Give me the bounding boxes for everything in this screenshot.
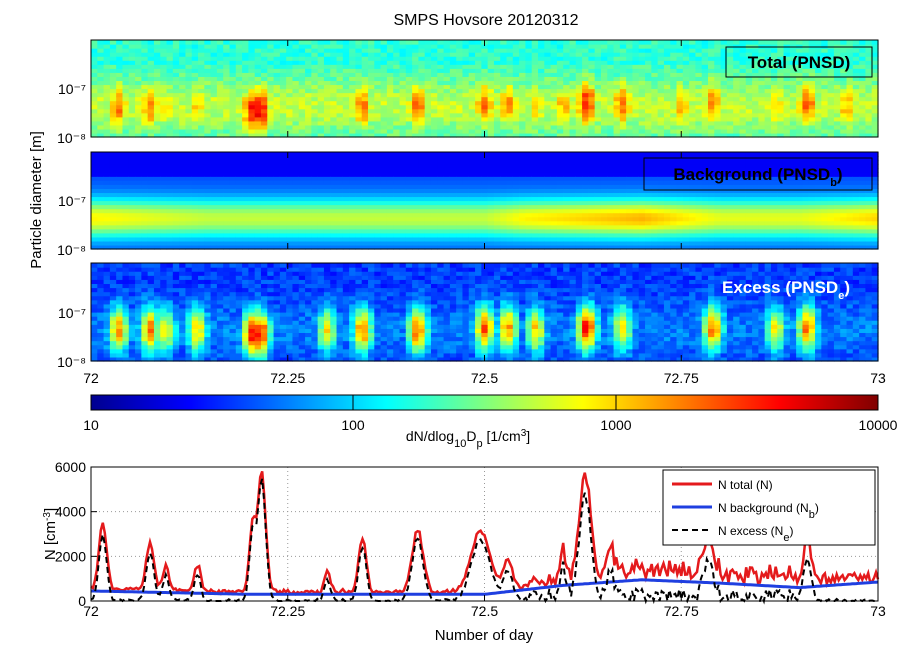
colorbar-tick-label: 10: [83, 417, 99, 433]
colorbar-tick-label: 100: [341, 417, 365, 433]
series-lines: [90, 470, 880, 605]
y-tick-1e-7: 10⁻⁷: [58, 81, 86, 97]
series-line-excess: [90, 478, 879, 605]
y-tick-label: 2000: [55, 548, 86, 564]
y-tick-1e-8: 10⁻⁸: [57, 354, 86, 370]
legend-label-background: N background (Nb): [718, 501, 819, 521]
legend-label-excess: N excess (Ne): [718, 524, 793, 544]
x-tick-label: 72.5: [471, 603, 498, 619]
x-tick-label: 72: [83, 603, 99, 619]
series-line-total: [90, 470, 880, 597]
legend-label-total: N total (N): [718, 478, 773, 492]
colorbar-label: dN/dlog10Dp [1/cm3]: [406, 428, 530, 451]
shared-y-axis-label: Particle diameter [m]: [28, 131, 45, 269]
x-ticks: [90, 152, 879, 249]
colorbar-gradient: [90, 394, 879, 411]
panel-label-box: [725, 46, 873, 78]
panel-label-background: Background (PNSDb): [673, 165, 842, 189]
x-tick-label: 73: [870, 603, 886, 619]
legend: N total (N) N background (Nb) N excess (…: [662, 469, 876, 546]
panel-label-excess: Excess (PNSDe): [722, 278, 850, 302]
ticks: 72 72.25 72.5 72.75 73 0 2000 4000 6000: [55, 459, 886, 619]
panel-label-box: [643, 157, 873, 191]
x-axis-label: Number of day: [435, 627, 534, 644]
heatmap-panel-excess: 10⁻⁸ 10⁻⁷ Excess (PNSDe): [57, 262, 879, 370]
y-tick-1e-8: 10⁻⁸: [57, 242, 86, 258]
x-tick-label: 72: [83, 370, 99, 386]
x-tick-label: 72.75: [664, 370, 699, 386]
x-tick-labels-upper: 72 72.25 72.5 72.75 73: [83, 370, 886, 386]
y-axis-label: N [cm-3]: [42, 508, 60, 560]
x-ticks: [90, 40, 879, 137]
y-tick-label: 6000: [55, 459, 86, 475]
figure-title: SMPS Hovsore 20120312: [394, 12, 579, 29]
heatmap-cells: [91, 263, 879, 362]
y-tick-1e-7: 10⁻⁷: [58, 193, 86, 209]
y-tick-label: 0: [78, 593, 86, 609]
series-line-background: [91, 578, 879, 596]
panel-label-total: Total (PNSD): [748, 53, 851, 72]
colorbar-tick-label: 1000: [600, 417, 631, 433]
colorbar: 10 100 1000 10000 dN/dlog10Dp [1/cm3]: [83, 394, 898, 451]
x-tick-label: 73: [870, 370, 886, 386]
heatmap-cells: [91, 40, 879, 138]
x-ticks: [90, 263, 879, 361]
y-tick-1e-7: 10⁻⁷: [58, 305, 86, 321]
x-tick-label: 72.25: [270, 603, 305, 619]
x-tick-label: 72.25: [270, 370, 305, 386]
heatmap-cells: [91, 152, 879, 250]
line-chart: 72 72.25 72.5 72.75 73 0 2000 4000 6000 N [cm-3]…: [42, 459, 886, 644]
heatmap-panel-total: 10⁻⁸ 10⁻⁷ Total (PNSD): [57, 39, 879, 146]
x-tick-label: 72.5: [471, 370, 498, 386]
x-tick-label: 72.75: [664, 603, 699, 619]
y-tick-1e-8: 10⁻⁸: [57, 130, 86, 146]
heatmap-panel-background: 10⁻⁸ 10⁻⁷ Background (PNSDb): [57, 151, 879, 258]
y-tick-label: 4000: [55, 504, 86, 520]
colorbar-tick-label: 10000: [859, 417, 898, 433]
